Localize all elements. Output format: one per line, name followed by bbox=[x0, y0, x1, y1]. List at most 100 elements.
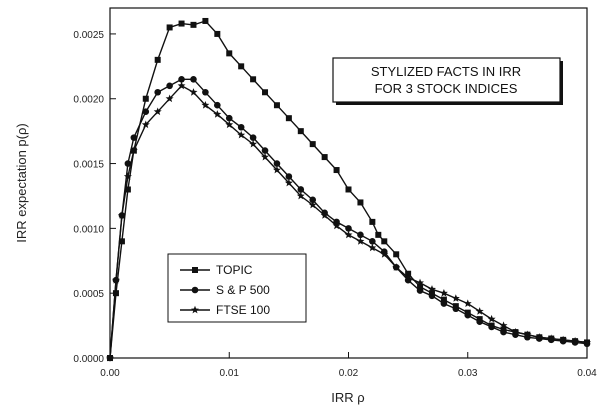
data-point-s-p-500 bbox=[357, 231, 364, 239]
data-point-topic bbox=[273, 102, 280, 109]
data-point-s-p-500 bbox=[273, 160, 281, 167]
data-point-topic bbox=[202, 17, 209, 24]
chart-title-line-1: STYLIZED FACTS IN IRR bbox=[371, 64, 521, 79]
title-box-frame bbox=[332, 57, 561, 103]
title-box: STYLIZED FACTS IN IRR FOR 3 STOCK INDICE… bbox=[332, 57, 563, 105]
data-point-s-p-500 bbox=[285, 173, 293, 180]
data-point-topic bbox=[440, 296, 447, 303]
data-point-ftse-100 bbox=[237, 130, 246, 139]
data-point-ftse-100 bbox=[273, 165, 281, 174]
data-point-ftse-100 bbox=[511, 327, 520, 336]
data-point-ftse-100 bbox=[153, 107, 162, 116]
data-point-ftse-100 bbox=[123, 172, 132, 180]
data-point-topic bbox=[166, 24, 173, 31]
data-point-s-p-500 bbox=[142, 108, 150, 116]
data-point-ftse-100 bbox=[547, 334, 556, 342]
data-point-s-p-500 bbox=[225, 114, 233, 122]
x-axis-title: IRR ρ bbox=[331, 390, 364, 405]
data-point-topic bbox=[375, 231, 382, 238]
data-point-topic bbox=[142, 95, 149, 102]
data-point-topic bbox=[309, 141, 316, 148]
data-point-ftse-100 bbox=[368, 243, 377, 252]
legend-items: TOPIC S & P 500 FTSE 100 bbox=[180, 263, 270, 317]
data-point-ftse-100 bbox=[463, 299, 472, 307]
data-point-topic bbox=[124, 186, 131, 193]
data-point-s-p-500 bbox=[345, 225, 352, 232]
data-point-ftse-100 bbox=[177, 81, 186, 90]
data-point-topic bbox=[417, 283, 424, 290]
data-point-s-p-500 bbox=[309, 196, 317, 204]
data-point-topic bbox=[262, 89, 269, 96]
data-point-ftse-100 bbox=[535, 333, 544, 341]
title-box-shadow bbox=[560, 61, 563, 105]
data-point-ftse-100 bbox=[428, 285, 436, 293]
y-tick-label: 0.0005 bbox=[73, 289, 104, 300]
data-point-s-p-500 bbox=[500, 328, 507, 336]
legend-label-ftse-100: FTSE 100 bbox=[216, 303, 270, 317]
data-point-topic bbox=[214, 30, 221, 37]
data-point-ftse-100 bbox=[392, 263, 401, 271]
data-point-ftse-100 bbox=[213, 110, 222, 118]
data-point-ftse-100 bbox=[112, 276, 120, 284]
data-point-ftse-100 bbox=[141, 120, 150, 129]
data-point-ftse-100 bbox=[487, 314, 496, 323]
data-point-ftse-100 bbox=[439, 289, 448, 297]
data-point-topic bbox=[297, 128, 304, 135]
legend: TOPIC S & P 500 FTSE 100 bbox=[167, 253, 307, 323]
data-point-topic bbox=[333, 167, 340, 174]
x-tick-label: 0.02 bbox=[339, 368, 359, 379]
data-point-ftse-100 bbox=[332, 221, 341, 230]
data-point-ftse-100 bbox=[475, 307, 484, 315]
data-point-s-p-500 bbox=[249, 134, 257, 141]
data-point-ftse-100 bbox=[380, 250, 389, 258]
data-point-s-p-500 bbox=[452, 305, 460, 313]
y-tick-label: 0.0000 bbox=[73, 354, 104, 365]
y-tick-label: 0.0015 bbox=[73, 160, 104, 171]
y-tick-label: 0.0025 bbox=[73, 30, 104, 41]
data-point-ftse-100 bbox=[225, 120, 234, 129]
data-point-ftse-100 bbox=[344, 230, 353, 239]
title-box-shadow-bottom bbox=[336, 102, 563, 105]
y-tick-label: 0.0020 bbox=[73, 95, 104, 106]
y-tick-label: 0.0010 bbox=[73, 224, 104, 235]
data-point-s-p-500 bbox=[154, 88, 161, 96]
data-point-s-p-500 bbox=[202, 88, 209, 96]
legend-label-s-p-500: S & P 500 bbox=[216, 283, 270, 297]
data-point-s-p-500 bbox=[297, 186, 305, 193]
data-point-ftse-100 bbox=[261, 152, 269, 161]
data-point-topic bbox=[321, 154, 328, 161]
legend-label-topic: TOPIC bbox=[216, 263, 253, 277]
data-point-ftse-100 bbox=[571, 336, 580, 345]
legend-marker-s-p-500 bbox=[191, 286, 199, 294]
data-point-s-p-500 bbox=[124, 160, 132, 167]
data-point-topic bbox=[345, 186, 352, 193]
data-point-topic bbox=[357, 199, 364, 206]
data-point-ftse-100 bbox=[523, 330, 532, 339]
data-point-s-p-500 bbox=[369, 238, 376, 245]
x-tick-label: 0.00 bbox=[100, 368, 120, 379]
data-point-ftse-100 bbox=[356, 237, 365, 245]
data-point-ftse-100 bbox=[249, 139, 258, 148]
y-axis-title: IRR expectation p(ρ) bbox=[14, 123, 29, 242]
data-point-s-p-500 bbox=[428, 292, 436, 300]
series-layer bbox=[106, 17, 591, 362]
data-point-topic bbox=[381, 238, 388, 245]
data-point-ftse-100 bbox=[320, 211, 329, 219]
x-tick-label: 0.03 bbox=[458, 368, 478, 379]
data-point-topic bbox=[112, 290, 119, 297]
axis-ticks: 0.00 0.01 0.02 0.03 0.04 0.0000 0.0005 0.0010 0.… bbox=[73, 30, 597, 379]
data-point-s-p-500 bbox=[166, 82, 173, 90]
data-point-ftse-100 bbox=[296, 191, 305, 200]
legend-marker-topic bbox=[192, 267, 198, 273]
x-tick-label: 0.01 bbox=[220, 368, 240, 379]
data-point-topic bbox=[178, 20, 185, 27]
data-point-s-p-500 bbox=[214, 101, 221, 109]
data-point-topic bbox=[250, 76, 257, 83]
data-point-s-p-500 bbox=[416, 287, 424, 294]
data-point-ftse-100 bbox=[559, 335, 568, 344]
data-point-topic bbox=[190, 21, 197, 28]
data-point-ftse-100 bbox=[583, 338, 591, 346]
data-point-ftse-100 bbox=[451, 294, 460, 302]
data-point-ftse-100 bbox=[499, 321, 508, 329]
